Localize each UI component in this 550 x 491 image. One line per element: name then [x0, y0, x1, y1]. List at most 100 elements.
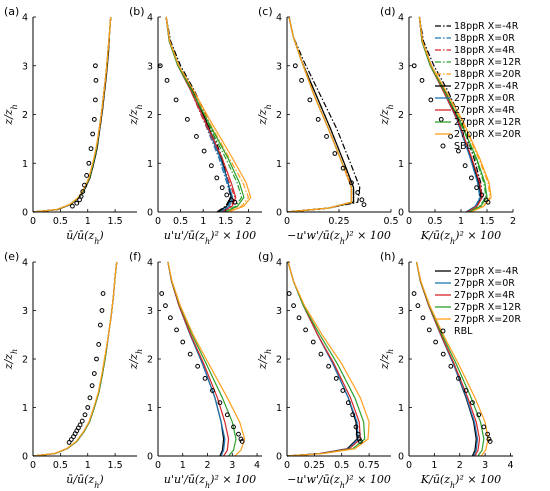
legend-entry: 27ppR X=-4R	[435, 266, 519, 277]
legend-label: 27ppR X=4R	[454, 105, 515, 116]
panel-f: 0 1 2 3 4 0 1 2 3 4 (f) z/zh u'u'/ū(zh)² × 100	[127, 250, 262, 490]
panel-label: (h)	[380, 250, 396, 263]
data-point	[173, 97, 179, 103]
series-rbl-markers	[159, 291, 245, 444]
y-tick-label: 3	[147, 61, 153, 72]
legend-entry: 18ppR X=4R	[435, 45, 515, 56]
data-point	[70, 203, 75, 209]
data-point	[420, 315, 426, 321]
series-line-27ppr-x-20r	[32, 261, 118, 457]
data-point	[89, 383, 95, 389]
y-tick-label: 0	[22, 208, 28, 219]
data-point	[353, 424, 359, 430]
series-line-18ppr-x-20r	[32, 16, 112, 213]
x-tick-label: 1	[85, 216, 91, 227]
x-tick-label: 2	[510, 216, 516, 227]
data-point	[210, 388, 215, 393]
panel-label: (e)	[4, 250, 19, 263]
panel-label: (a)	[4, 5, 19, 18]
y-tick-label: 2	[398, 110, 404, 121]
series-sbl-markers	[157, 63, 238, 205]
data-point	[239, 439, 245, 444]
data-point	[357, 439, 363, 444]
data-point	[187, 351, 193, 357]
x-tick-label: 1	[85, 460, 91, 471]
data-point	[238, 436, 244, 442]
legend-entry: 18ppR X=0R	[435, 33, 515, 44]
data-point	[292, 63, 298, 69]
panel-label: (b)	[129, 5, 145, 18]
data-point	[315, 116, 321, 122]
data-point	[174, 327, 179, 333]
data-point	[299, 77, 304, 83]
data-point	[326, 363, 332, 369]
x-axis-label: ū/ū(zh)	[66, 229, 103, 246]
series-line-27ppr-x-20r	[286, 16, 353, 213]
legend-label: 18ppR X=-4R	[454, 21, 519, 32]
data-point	[486, 436, 492, 442]
data-point	[93, 77, 99, 83]
x-tick-label: 4	[254, 460, 260, 471]
y-axis-label: z/zh	[2, 104, 19, 125]
y-tick-label: 2	[147, 355, 153, 366]
y-tick-label: 0	[276, 452, 282, 463]
data-point	[228, 197, 234, 203]
data-point	[224, 192, 230, 198]
y-tick-label: 4	[147, 258, 153, 269]
data-point	[426, 327, 432, 333]
legend-entry: SBL	[440, 141, 473, 152]
x-tick-label: 1	[431, 460, 437, 471]
series-line-27ppr-x-0r	[167, 261, 226, 457]
legend-entry: 18ppR X=20R	[435, 69, 521, 80]
data-point	[462, 163, 468, 169]
x-tick-label: 0.5	[334, 460, 349, 471]
legend-entry: 27ppR X=-4R	[435, 81, 519, 92]
y-tick-label: 0	[147, 208, 153, 219]
x-tick-label: 0.25	[304, 460, 325, 471]
legend-label: 18ppR X=12R	[454, 57, 521, 68]
y-tick-label: 1	[147, 403, 153, 414]
data-point	[349, 180, 354, 186]
y-tick-label: 3	[22, 61, 28, 72]
series-line-27ppr-x-0r	[165, 16, 234, 213]
y-tick-label: 3	[398, 306, 404, 317]
panel-label: (g)	[258, 250, 274, 263]
data-point	[99, 308, 105, 313]
data-point	[448, 134, 454, 139]
data-point	[90, 131, 96, 137]
y-tick-label: 1	[276, 159, 282, 170]
y-axis-label: z/zh	[2, 349, 19, 370]
legend-label: 27ppR X=12R	[454, 302, 521, 313]
x-axis-label: −u'w'/ū(zh)² × 100	[287, 473, 391, 490]
y-tick-label: 4	[22, 13, 28, 24]
data-point	[438, 116, 444, 122]
data-point	[74, 200, 80, 206]
legend-marker	[440, 328, 446, 334]
data-point	[85, 405, 91, 410]
data-point	[78, 194, 84, 199]
data-point	[476, 412, 482, 418]
data-point	[236, 431, 241, 437]
y-tick-label: 2	[22, 110, 28, 121]
x-axis-label: ū/ū(zh)	[66, 473, 103, 490]
data-point	[224, 412, 230, 418]
legend-entry: RBL	[440, 326, 473, 337]
data-point	[231, 424, 236, 430]
data-point	[286, 291, 292, 296]
legend-entry: 27ppR X=20R	[435, 314, 521, 325]
series-line-18ppr-x-4r	[32, 16, 112, 213]
y-tick-label: 4	[276, 13, 282, 24]
data-point	[481, 424, 487, 430]
x-axis-label: u'u'/ū(zh)² × 100	[164, 229, 256, 246]
panel-a: 0 0.5 1 1.5 0 1 2 3 4(a) z/zh ū/ū(zh)	[2, 5, 137, 246]
y-tick-label: 2	[147, 110, 153, 121]
series-line-27ppr-x-12r	[286, 261, 366, 457]
y-tick-label: 2	[398, 355, 404, 366]
legend-label: 27ppR X=20R	[454, 314, 521, 325]
y-tick-label: 1	[22, 159, 28, 170]
data-point	[355, 190, 361, 195]
data-point	[87, 395, 93, 401]
data-point	[307, 97, 313, 103]
y-tick-label: 3	[276, 61, 282, 72]
